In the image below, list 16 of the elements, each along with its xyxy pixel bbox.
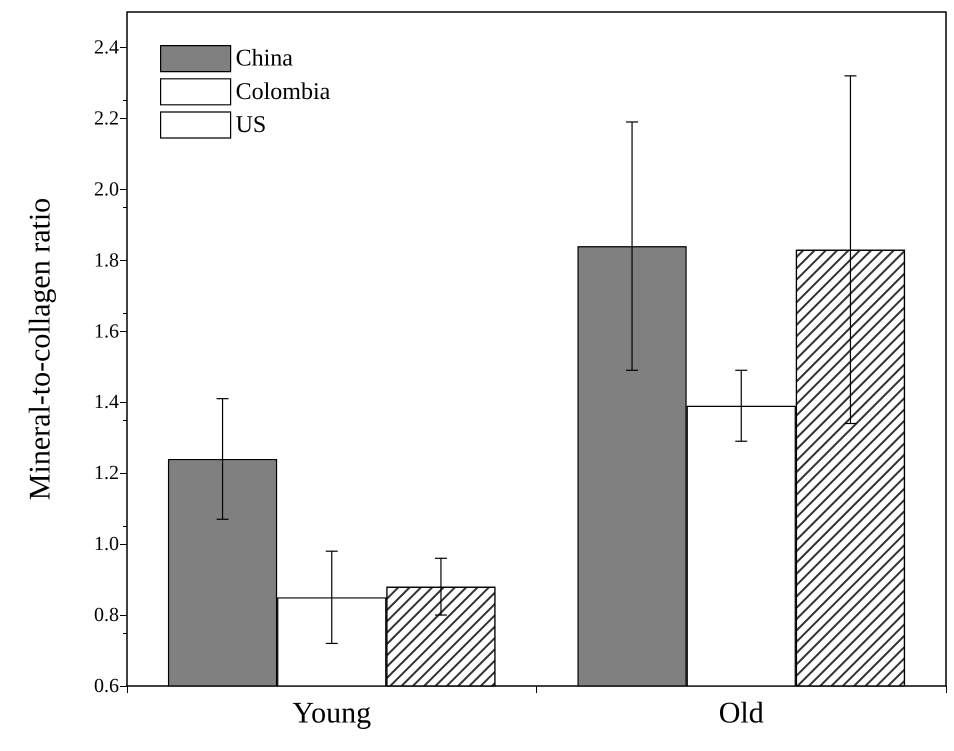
legend-label: Colombia xyxy=(236,78,331,105)
y-tick-label: 0.8 xyxy=(94,604,119,626)
y-tick-label: 2.2 xyxy=(94,107,119,130)
x-tick-label: Old xyxy=(718,696,764,730)
y-axis-title: Mineral-to-collagen ratio xyxy=(24,198,56,500)
y-tick-label: 1.6 xyxy=(94,320,119,342)
y-tick-label: 0.6 xyxy=(94,675,119,697)
x-tick-label: Young xyxy=(292,696,372,730)
y-tick-label: 1.8 xyxy=(94,249,119,272)
y-tick-label: 1.2 xyxy=(94,462,119,484)
y-tick-label: 2.4 xyxy=(94,36,119,58)
legend-label: China xyxy=(236,46,294,72)
y-tick-label: 1.4 xyxy=(94,391,119,414)
y-tick-label: 1.0 xyxy=(94,533,119,556)
legend-label: US xyxy=(236,112,266,138)
y-tick-label: 2.0 xyxy=(94,178,119,200)
